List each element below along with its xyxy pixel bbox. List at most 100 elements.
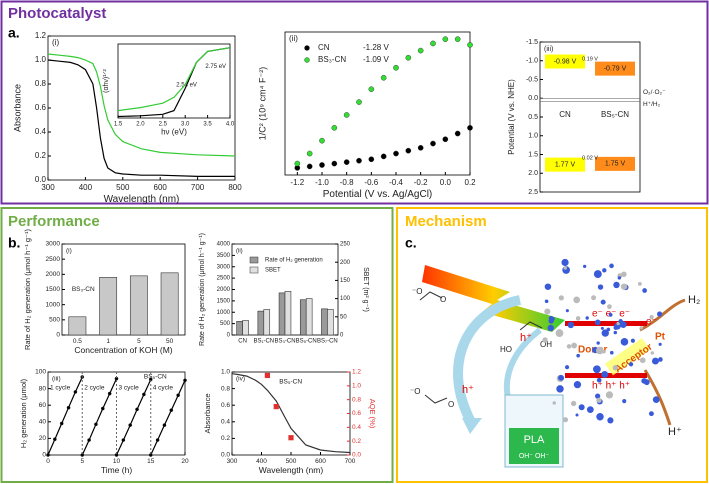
mol-label: ⁻O — [410, 387, 420, 396]
atom — [651, 357, 659, 365]
series-label: 2 cycle — [84, 385, 105, 392]
atom — [583, 264, 587, 269]
atom — [555, 329, 564, 337]
legend-label: SBET — [265, 268, 281, 274]
plot-frame — [117, 43, 231, 119]
atom — [613, 330, 618, 335]
atom — [552, 401, 556, 405]
atom — [544, 308, 551, 315]
y-tick-label: 0.4 — [221, 419, 230, 426]
y2-tick-label: 150 — [340, 278, 351, 284]
y-tick-label: 1.0 — [528, 133, 538, 140]
atom — [594, 319, 601, 326]
atom — [575, 316, 581, 321]
y2-tick-label: 0.4 — [352, 424, 361, 431]
y-tick-label: 20 — [39, 435, 47, 442]
y-tick-label: 0.2 — [35, 151, 47, 160]
y2-tick-label: 0.8 — [352, 396, 361, 403]
arrow — [639, 298, 686, 332]
y-tick-label: 0.8 — [35, 79, 47, 88]
atom — [613, 281, 620, 289]
atom — [618, 319, 623, 324]
atom — [652, 396, 660, 404]
mol-label: O — [448, 400, 454, 409]
bar — [263, 309, 271, 336]
data-point — [343, 112, 350, 118]
atom — [607, 304, 612, 310]
y2-tick-label: 0 — [340, 333, 344, 339]
data-point — [306, 163, 313, 170]
panel-label: (ii) — [236, 249, 243, 255]
atom — [561, 258, 569, 267]
data-point — [430, 40, 436, 47]
legend-label: Rate of H₂ generation — [265, 258, 323, 264]
data-line — [150, 380, 186, 456]
y-tick-label: 500 — [220, 321, 231, 327]
atom — [596, 397, 602, 403]
data-line — [117, 47, 231, 112]
atom — [591, 295, 597, 301]
atom — [576, 353, 580, 358]
y-tick-label: 2000 — [46, 271, 61, 278]
y2-tick-label: 0.6 — [352, 410, 361, 417]
arrow — [643, 369, 672, 426]
y-tick-label: 1.2 — [35, 31, 47, 40]
data-point — [169, 408, 174, 412]
cb-bar — [565, 321, 647, 326]
data-point — [162, 423, 167, 427]
legend-marker — [304, 45, 310, 51]
h-plus: H⁺ — [668, 426, 682, 438]
data-point — [380, 153, 387, 160]
data-point — [288, 435, 294, 441]
data-line — [47, 376, 83, 456]
data-point — [66, 405, 71, 410]
legend-swatch — [249, 256, 259, 264]
mol-label: HO — [500, 345, 512, 354]
x-tick-label: 700 — [345, 458, 356, 465]
data-line — [81, 378, 118, 456]
y-tick-label: 1.0 — [221, 369, 230, 376]
x-axis-label: Wavelength (nm) — [104, 194, 180, 205]
atom — [595, 393, 601, 399]
x-tick-label: CN — [238, 339, 247, 345]
data-point — [319, 162, 325, 168]
x-tick-label: 50 — [166, 338, 174, 345]
y2-tick-label: 1.2 — [352, 369, 361, 376]
y-tick-label: 0.0 — [35, 175, 47, 184]
atom — [596, 413, 604, 421]
panel-label: (i) — [66, 248, 72, 255]
panel-label: (iii) — [52, 376, 61, 383]
data-line — [115, 379, 152, 456]
pla: PLA — [524, 434, 545, 446]
data-point — [343, 159, 350, 165]
atom — [547, 324, 554, 332]
data-point — [331, 160, 338, 167]
atom — [642, 288, 647, 293]
y2-axis-label: SBET (m² g⁻¹) — [362, 267, 369, 312]
x-tick-label: 10 — [113, 458, 121, 465]
data-point — [101, 406, 105, 411]
data-point — [368, 86, 375, 92]
x-tick-label: 500 — [286, 458, 297, 465]
band-label: 1.75 V — [605, 161, 626, 168]
y-tick-label: 2500 — [46, 256, 61, 263]
data-point — [356, 99, 362, 105]
y-tick-label: 0.0 — [528, 95, 538, 102]
atom — [612, 365, 619, 371]
data-point — [94, 422, 98, 427]
legend-marker — [304, 57, 310, 63]
data-point — [380, 74, 387, 81]
y-tick-label: 100 — [35, 369, 46, 376]
atom — [620, 283, 628, 290]
hydroxide: OH⁻ OH⁻ — [519, 453, 550, 460]
y-tick-label: 0 — [227, 333, 231, 339]
atom — [601, 370, 609, 378]
y-axis-label: Rate of H₂ generation (μmol h⁻¹ g⁻¹) — [199, 233, 206, 346]
atom — [658, 342, 662, 346]
data-point — [454, 130, 461, 137]
y-axis-label: Potential (V vs. NHE) — [507, 79, 516, 155]
annotation: BS₃-CN — [72, 286, 95, 293]
x-tick-label: 2.5 — [159, 122, 168, 128]
data-point — [405, 54, 412, 61]
